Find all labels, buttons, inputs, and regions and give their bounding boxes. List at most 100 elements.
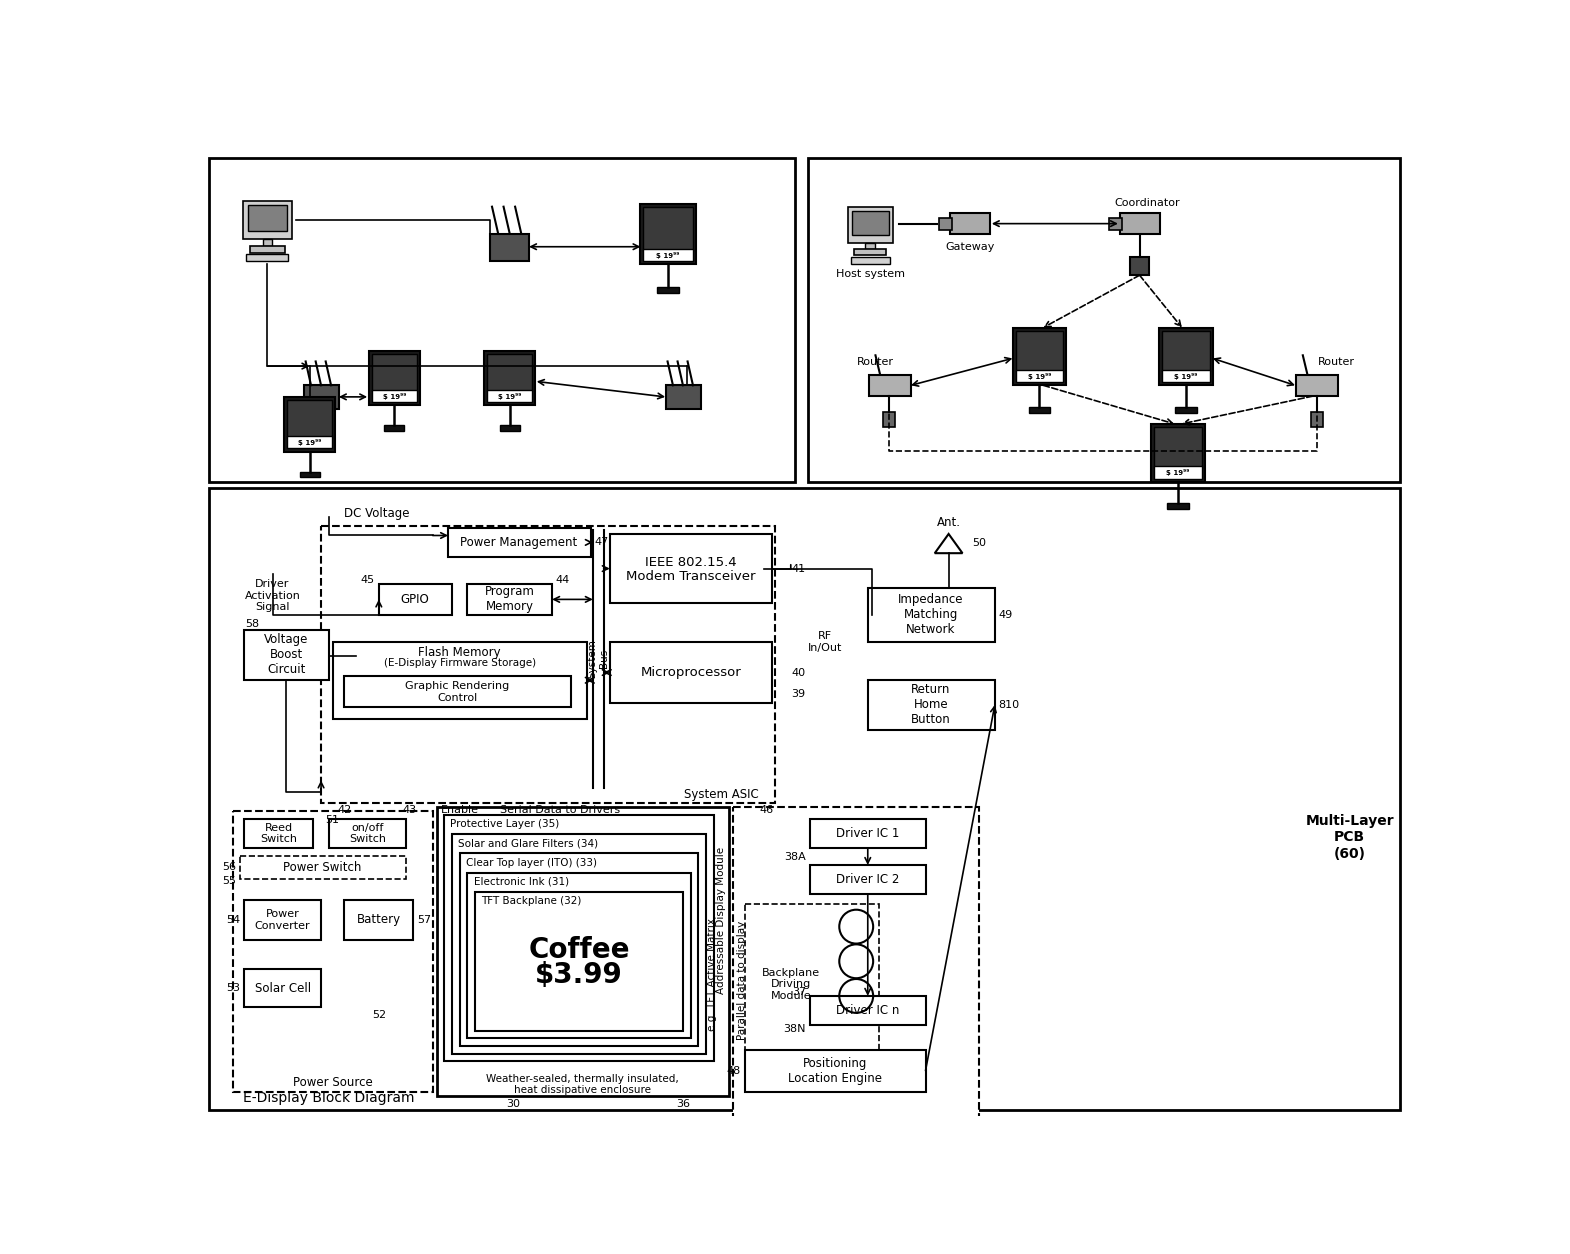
Text: 58: 58	[245, 619, 259, 630]
Text: Driver IC 2: Driver IC 2	[837, 873, 900, 887]
Bar	[644, 250, 692, 261]
Bar	[744, 1050, 926, 1092]
Text: Flash Memory: Flash Memory	[418, 646, 501, 660]
Bar	[468, 873, 691, 1038]
Bar	[1016, 331, 1063, 371]
Bar	[1108, 218, 1123, 229]
Bar	[810, 996, 926, 1026]
Bar	[656, 287, 680, 293]
Text: Microprocessor: Microprocessor	[641, 666, 741, 678]
Bar	[232, 811, 433, 1092]
Bar	[1295, 375, 1338, 396]
Bar	[609, 642, 771, 703]
Text: System
Bus: System Bus	[587, 640, 609, 678]
Bar	[1130, 257, 1149, 275]
Bar	[468, 584, 553, 614]
Text: 50: 50	[972, 538, 986, 548]
Text: 54: 54	[226, 914, 240, 924]
Text: TFT Backplane (32): TFT Backplane (32)	[482, 897, 581, 907]
Text: Backplane
Driving
Module: Backplane Driving Module	[761, 968, 820, 1001]
Text: Battery: Battery	[356, 913, 400, 927]
Bar	[372, 354, 416, 391]
Text: Power
Converter: Power Converter	[254, 909, 311, 930]
Text: Ant.: Ant.	[937, 515, 961, 529]
Bar	[300, 472, 320, 477]
Text: Protective Layer (35): Protective Layer (35)	[451, 819, 559, 829]
Text: Gateway: Gateway	[945, 242, 995, 252]
Text: Enable: Enable	[441, 805, 479, 815]
Bar	[444, 815, 714, 1061]
Text: System ASIC: System ASIC	[685, 788, 758, 801]
Bar	[452, 834, 706, 1053]
Text: Driver IC n: Driver IC n	[837, 1004, 900, 1017]
Bar	[248, 206, 287, 231]
Text: 57: 57	[418, 914, 432, 924]
Bar	[853, 212, 889, 236]
Bar	[1168, 503, 1188, 509]
Bar	[305, 385, 339, 409]
Bar	[328, 819, 405, 848]
Text: Power Switch: Power Switch	[284, 860, 361, 874]
Bar	[246, 253, 287, 261]
Bar	[490, 233, 529, 261]
Bar	[1154, 466, 1203, 479]
Bar	[1162, 370, 1209, 382]
Bar	[609, 534, 771, 603]
Text: E-Display Block Diagram: E-Display Block Diagram	[243, 1091, 414, 1105]
Bar	[378, 584, 452, 614]
Bar	[1311, 411, 1324, 426]
Bar	[1151, 424, 1206, 482]
Text: Host system: Host system	[835, 268, 904, 278]
Bar	[1159, 327, 1212, 385]
Bar	[868, 588, 995, 642]
Text: 51: 51	[325, 815, 339, 825]
Bar	[344, 676, 571, 707]
Bar	[939, 218, 953, 229]
Bar	[243, 819, 314, 848]
Text: 42: 42	[338, 805, 352, 815]
Text: 30: 30	[507, 1099, 521, 1109]
Bar	[868, 680, 995, 730]
Text: e.g. TFT Active Matrix: e.g. TFT Active Matrix	[706, 918, 717, 1031]
Bar	[641, 204, 696, 265]
Text: Solar Cell: Solar Cell	[254, 982, 311, 994]
Text: Parallel data to display: Parallel data to display	[738, 920, 747, 1040]
Text: Graphic Rendering
Control: Graphic Rendering Control	[405, 681, 510, 702]
Text: $ 19⁹⁹: $ 19⁹⁹	[1167, 469, 1190, 475]
Text: Reed
Switch: Reed Switch	[261, 823, 297, 844]
Text: Router: Router	[857, 357, 893, 367]
Bar	[243, 969, 320, 1007]
Text: Clear Top layer (ITO) (33): Clear Top layer (ITO) (33)	[466, 858, 597, 868]
Bar	[644, 207, 692, 251]
Text: heat dissipative enclosure: heat dissipative enclosure	[515, 1085, 652, 1095]
Bar	[287, 400, 331, 438]
Bar	[848, 207, 893, 243]
Text: Modem Transceiver: Modem Transceiver	[626, 569, 755, 583]
Text: Serial Data to Drivers: Serial Data to Drivers	[499, 805, 620, 815]
Text: 52: 52	[372, 1011, 386, 1021]
Text: 48: 48	[727, 1066, 741, 1076]
Text: Power Management: Power Management	[460, 535, 578, 549]
Bar	[447, 528, 590, 557]
Text: Coordinator: Coordinator	[1115, 198, 1181, 208]
Text: Impedance
Matching
Network: Impedance Matching Network	[898, 593, 964, 636]
Text: Coffee: Coffee	[528, 935, 630, 964]
Bar	[320, 527, 776, 804]
Text: 36: 36	[677, 1099, 689, 1109]
Bar	[460, 854, 699, 1046]
Bar	[1162, 331, 1209, 371]
Bar	[499, 425, 520, 431]
Bar	[372, 390, 416, 403]
Text: 39: 39	[791, 690, 805, 698]
Bar	[243, 899, 320, 939]
Text: Power Source: Power Source	[292, 1076, 372, 1090]
Text: 53: 53	[226, 983, 240, 993]
Text: Multi-Layer
PCB
(60): Multi-Layer PCB (60)	[1306, 814, 1394, 860]
Bar	[1013, 327, 1066, 385]
Bar	[1154, 426, 1203, 468]
Text: Return
Home
Button: Return Home Button	[911, 683, 951, 726]
Bar	[385, 425, 403, 431]
Text: Voltage
Boost
Circuit: Voltage Boost Circuit	[264, 633, 309, 676]
Bar	[487, 354, 532, 391]
Text: Addressable Display Module: Addressable Display Module	[716, 846, 727, 994]
